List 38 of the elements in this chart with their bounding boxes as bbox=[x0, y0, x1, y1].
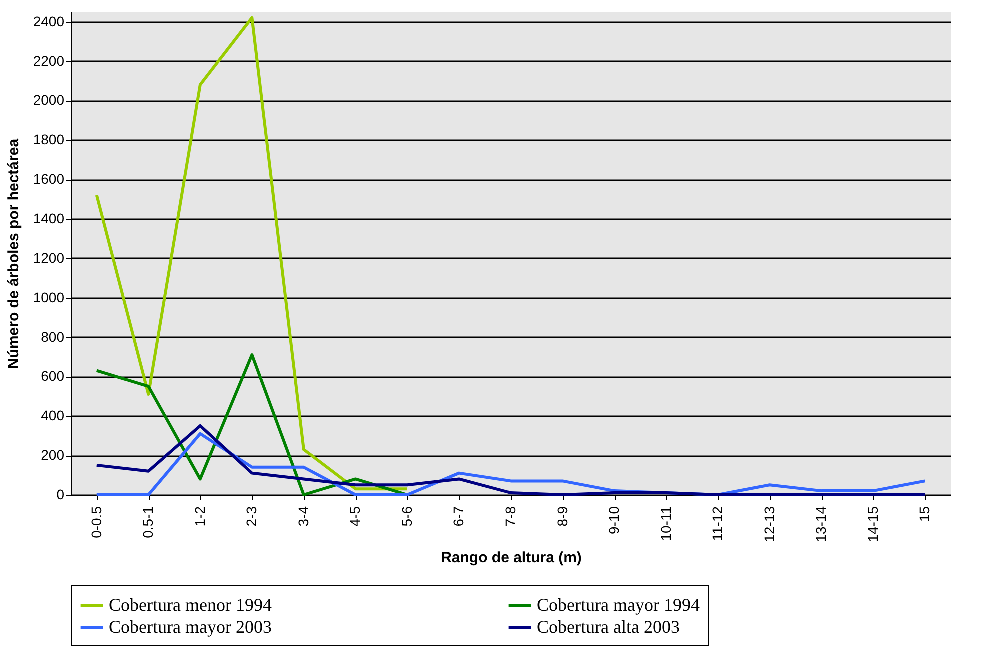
y-axis-title: Número de árboles por hectárea bbox=[5, 138, 22, 370]
x-axis-title: Rango de altura (m) bbox=[441, 549, 582, 566]
x-tick-label: 13-14 bbox=[813, 506, 830, 542]
legend-label: Cobertura mayor 1994 bbox=[537, 595, 700, 615]
x-tick-label: 8-9 bbox=[554, 506, 570, 527]
y-tick-label: 800 bbox=[41, 328, 65, 345]
y-tick-label: 2000 bbox=[33, 92, 65, 108]
legend-label: Cobertura mayor 2003 bbox=[109, 617, 272, 637]
x-tick-label: 6-7 bbox=[450, 506, 467, 527]
y-tick-label: 2400 bbox=[33, 13, 65, 30]
y-tick-label: 1600 bbox=[33, 171, 65, 188]
y-tick-label: 1800 bbox=[33, 132, 65, 148]
y-tick-label: 400 bbox=[41, 408, 65, 424]
x-tick-label: 10-11 bbox=[658, 506, 674, 542]
x-tick-label: 11-12 bbox=[710, 506, 726, 542]
x-tick-label: 3-4 bbox=[295, 506, 312, 527]
y-tick-label: 1200 bbox=[33, 250, 65, 266]
x-tick-label: 12-13 bbox=[761, 506, 778, 542]
x-tick-label: 0-0.5 bbox=[88, 506, 104, 538]
legend-label: Cobertura alta 2003 bbox=[537, 617, 680, 637]
x-tick-label: 14-15 bbox=[864, 506, 881, 542]
x-tick-label: 5-6 bbox=[398, 506, 415, 527]
x-tick-label: 4-5 bbox=[347, 506, 364, 527]
x-tick-label: 9-10 bbox=[606, 506, 622, 535]
line-series bbox=[95, 354, 409, 496]
y-tick-label: 0 bbox=[56, 486, 65, 502]
x-tick-label: 1-2 bbox=[192, 506, 208, 527]
y-tick-label: 600 bbox=[41, 368, 65, 384]
line-series bbox=[95, 16, 409, 491]
x-tick-label: 15 bbox=[916, 506, 933, 522]
y-tick-label: 2200 bbox=[33, 52, 65, 69]
x-tick-label: 7-8 bbox=[502, 506, 518, 527]
y-tick-label: 200 bbox=[41, 447, 65, 464]
y-tick-label: 1400 bbox=[33, 210, 65, 226]
legend-label: Cobertura menor 1994 bbox=[109, 595, 272, 615]
y-tick-label: 1000 bbox=[33, 289, 65, 306]
x-tick-label: 2-3 bbox=[244, 506, 260, 527]
x-tick-label: 0.5-1 bbox=[140, 506, 156, 538]
